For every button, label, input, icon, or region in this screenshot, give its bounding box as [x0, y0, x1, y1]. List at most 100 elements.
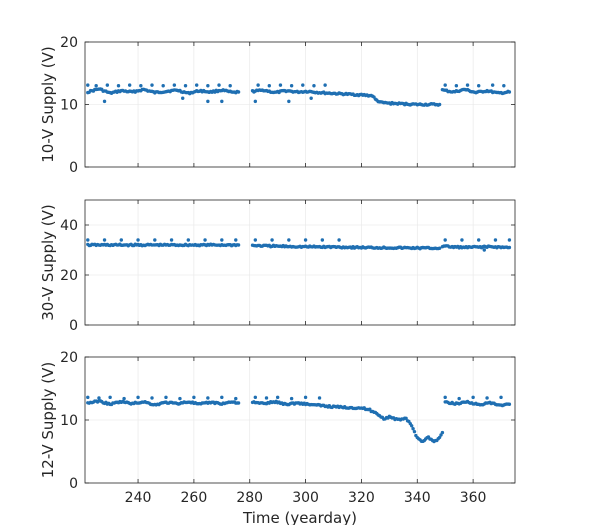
series-segment — [250, 243, 442, 251]
data-point — [287, 99, 291, 104]
series-segment — [86, 399, 241, 407]
data-point — [323, 83, 327, 87]
series-segment — [250, 88, 442, 107]
y-tick-label: 40 — [60, 218, 78, 234]
data-point — [507, 245, 512, 250]
data-point — [234, 238, 238, 242]
data-point — [317, 396, 322, 400]
data-point — [404, 416, 408, 421]
grid-lines — [85, 356, 515, 484]
data-point — [499, 395, 503, 400]
data-point — [206, 396, 210, 400]
x-tick-label: 240 — [125, 490, 152, 506]
data-point — [253, 395, 258, 400]
data-point — [206, 84, 210, 88]
data-point — [264, 396, 269, 400]
scatter-group — [253, 238, 341, 242]
x-tick-label: 360 — [460, 490, 487, 506]
y-tick-label: 20 — [60, 35, 78, 51]
data-point — [337, 238, 341, 242]
y-axis-label: 10-V Supply (V) — [39, 46, 57, 163]
x-tick-label: 300 — [292, 490, 319, 506]
x-tick-label: 260 — [181, 490, 208, 506]
series-segment — [250, 399, 445, 444]
data-point — [150, 83, 154, 87]
data-point — [309, 96, 313, 100]
data-point — [169, 238, 174, 242]
series-segment — [440, 87, 512, 96]
data-point — [485, 396, 489, 400]
data-point — [236, 90, 241, 94]
data-point — [443, 238, 447, 242]
data-point — [228, 84, 232, 88]
data-point — [119, 238, 123, 242]
data-point — [194, 83, 199, 87]
data-point — [220, 238, 224, 242]
axis-box — [84, 199, 516, 326]
data-point — [206, 99, 210, 104]
data-point — [236, 401, 241, 405]
y-tick-label: 20 — [60, 268, 78, 284]
data-point — [139, 84, 143, 88]
series-segment — [443, 399, 512, 408]
data-point — [102, 99, 107, 104]
data-point — [192, 395, 196, 400]
y-tick-label: 0 — [69, 476, 78, 492]
data-point — [161, 84, 165, 88]
scatter-group — [443, 238, 512, 242]
data-point — [303, 395, 308, 400]
scatter-group — [102, 96, 313, 104]
scatter-group — [86, 238, 238, 242]
data-point — [320, 238, 325, 242]
data-point — [236, 243, 241, 247]
data-point — [153, 238, 157, 242]
data-point — [289, 84, 294, 88]
data-point — [490, 83, 495, 87]
data-point — [220, 99, 224, 104]
data-point — [181, 96, 185, 100]
data-point — [86, 395, 90, 400]
data-point — [301, 83, 305, 87]
data-point — [136, 238, 140, 242]
data-point — [122, 396, 126, 401]
data-point — [267, 84, 271, 88]
data-point — [507, 238, 512, 242]
data-point — [234, 396, 238, 401]
data-point — [256, 83, 260, 87]
data-point — [150, 396, 154, 400]
y-tick-label: 0 — [69, 160, 78, 176]
data-point — [116, 84, 121, 88]
data-point — [409, 424, 414, 428]
grid-lines — [85, 41, 515, 168]
scatter-group — [443, 395, 503, 401]
data-point — [278, 83, 283, 87]
x-tick-label: 340 — [404, 490, 431, 506]
data-point — [507, 90, 512, 94]
data-point — [411, 427, 415, 431]
data-point — [471, 395, 475, 400]
x-tick-label: 320 — [348, 490, 375, 506]
data-point — [270, 238, 274, 242]
data-point — [94, 84, 98, 88]
data-point — [127, 83, 132, 87]
data-point — [172, 83, 177, 87]
data-point — [412, 429, 417, 434]
scatter-group — [253, 395, 322, 401]
data-point — [443, 395, 447, 400]
data-point — [102, 238, 107, 242]
y-tick-label: 0 — [69, 318, 78, 334]
scatter-group — [451, 245, 486, 252]
data-point — [440, 430, 445, 435]
data-point — [454, 84, 459, 88]
data-point — [203, 238, 207, 242]
data-point — [493, 238, 498, 242]
data-point — [253, 99, 258, 104]
series-segment — [86, 242, 241, 248]
scatter-group — [86, 395, 238, 401]
y-axis-label: 12-V Supply (V) — [39, 362, 57, 479]
data-point — [460, 238, 464, 242]
y-axis-label: 30-V Supply (V) — [39, 204, 57, 321]
series-segment — [440, 244, 512, 250]
data-point — [287, 238, 291, 242]
